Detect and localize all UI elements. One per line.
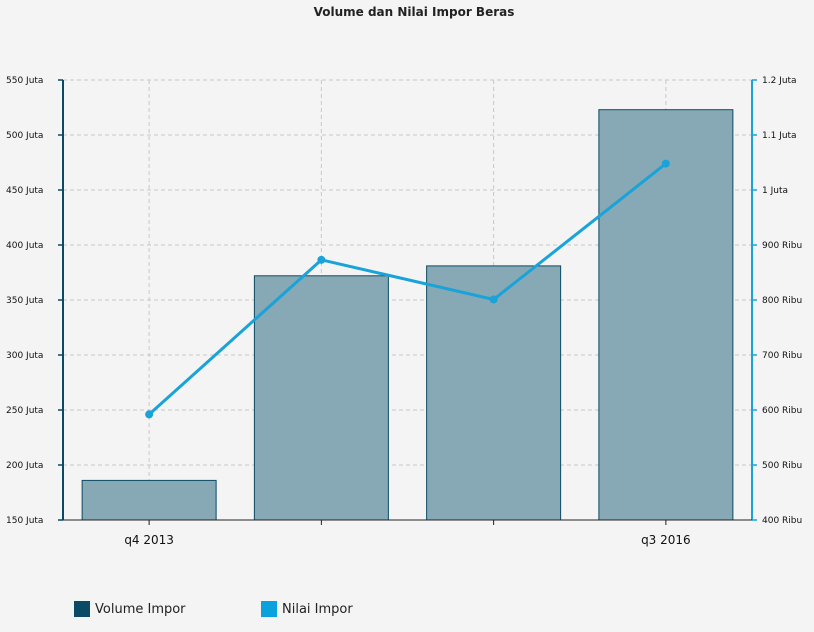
point-nilai-impor: [489, 295, 498, 304]
line-nilai-impor: [148, 162, 667, 416]
chart-title: Volume dan Nilai Impor Beras: [313, 5, 515, 19]
right-axis-tick-label: 400 Ribu: [762, 516, 802, 526]
left-axis-tick-label: 300 Juta: [6, 351, 43, 361]
right-axis-tick-label: 600 Ribu: [762, 406, 802, 416]
left-axis-tick-label: 350 Juta: [6, 296, 43, 306]
left-axis-tick-label: 200 Juta: [6, 461, 43, 471]
right-axis-tick-label: 800 Ribu: [762, 296, 802, 306]
right-axis-tick-label: 1.1 Juta: [762, 131, 797, 141]
left-axis-tick-label: 500 Juta: [6, 131, 43, 141]
right-axis-tick-label: 700 Ribu: [762, 351, 802, 361]
left-axis-tick-label: 250 Juta: [6, 406, 43, 416]
right-axis-tick-label: 1 Juta: [762, 186, 788, 196]
bar-volume-impor: [81, 479, 217, 521]
bar-volume-impor: [598, 109, 734, 521]
x-axis-tick-label: q4 2013: [124, 533, 174, 547]
point-nilai-impor: [317, 255, 326, 264]
legend-swatch-volume-impor: [74, 601, 90, 617]
point-nilai-impor: [145, 410, 154, 419]
right-axis-tick-label: 900 Ribu: [762, 241, 802, 251]
right-axis-tick-label: 500 Ribu: [762, 461, 802, 471]
legend-item-nilai-impor[interactable]: Nilai Impor: [261, 600, 353, 618]
legend-label-nilai-impor: Nilai Impor: [282, 601, 353, 617]
right-axis-tick-label: 1.2 Juta: [762, 76, 797, 86]
legend-item-volume-impor[interactable]: Volume Impor: [74, 600, 186, 618]
left-axis-tick-label: 400 Juta: [6, 241, 43, 251]
left-axis-tick-label: 450 Juta: [6, 186, 43, 196]
left-axis-tick-label: 150 Juta: [6, 516, 43, 526]
x-axis-tick-label: q3 2016: [641, 533, 691, 547]
bar-volume-impor: [253, 275, 389, 521]
bar-volume-impor: [426, 265, 562, 521]
legend-label-volume-impor: Volume Impor: [95, 601, 186, 617]
point-nilai-impor: [661, 159, 670, 168]
left-axis-tick-label: 550 Juta: [6, 76, 43, 86]
legend-swatch-nilai-impor: [261, 601, 277, 617]
